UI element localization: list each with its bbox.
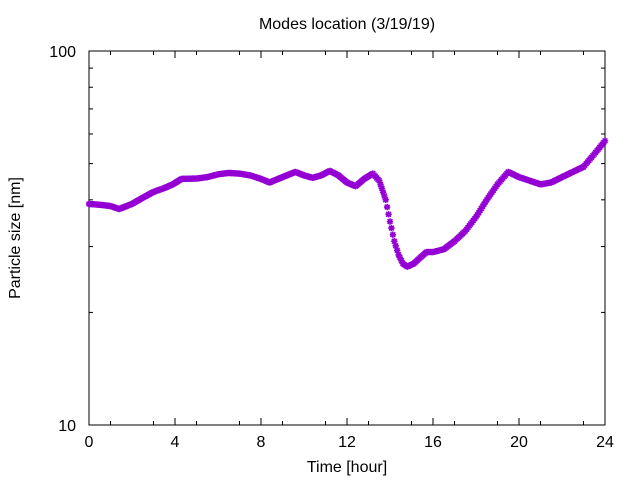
data-point xyxy=(391,238,398,245)
data-point xyxy=(392,242,399,249)
x-axis-label: Time [hour] xyxy=(307,459,387,476)
data-point xyxy=(383,203,391,211)
x-tick-label: 24 xyxy=(596,434,614,451)
y-tick-label: 10 xyxy=(58,418,76,435)
data-point xyxy=(398,257,405,264)
x-tick-label: 16 xyxy=(424,434,442,451)
x-tick-label: 4 xyxy=(171,434,180,451)
y-tick-label: 100 xyxy=(49,44,76,61)
data-point xyxy=(381,192,388,200)
data-point xyxy=(396,254,404,262)
data-points xyxy=(85,137,609,270)
data-point xyxy=(376,177,383,184)
data-point xyxy=(385,211,392,218)
data-point xyxy=(389,231,397,238)
x-tick-label: 20 xyxy=(510,434,528,451)
data-point xyxy=(382,196,389,204)
plot-frame xyxy=(88,50,606,426)
axis-ticks: 0 4 8 12 16 20 24 10 100 xyxy=(49,44,614,451)
y-axis-label: Particle size [nm] xyxy=(7,177,24,299)
x-tick-label: 8 xyxy=(257,434,266,451)
data-point xyxy=(377,181,384,188)
data-point xyxy=(388,224,395,232)
data-point xyxy=(601,137,609,145)
x-tick-label: 12 xyxy=(338,434,356,451)
data-point xyxy=(393,247,401,254)
chart-title: Modes location (3/19/19) xyxy=(259,16,435,33)
data-point xyxy=(395,251,402,259)
x-tick-label: 0 xyxy=(85,434,94,451)
data-point xyxy=(379,188,387,196)
data-point xyxy=(386,218,394,225)
data-point xyxy=(378,185,386,192)
